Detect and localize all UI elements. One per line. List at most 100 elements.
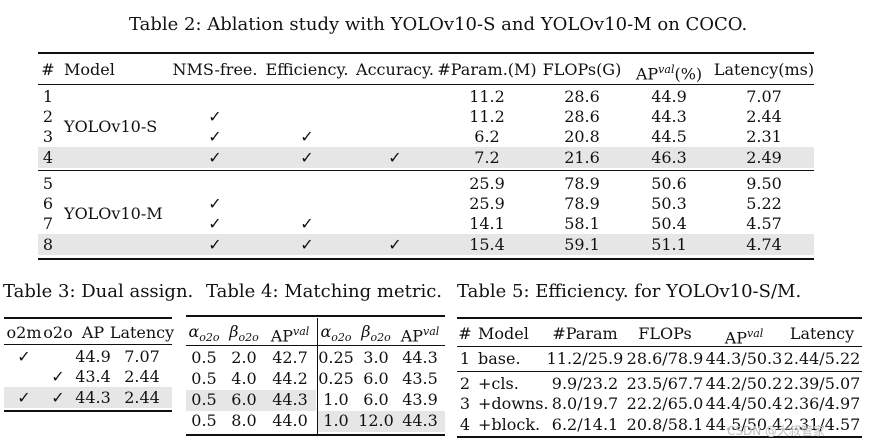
t4-h-alpha-r: αo2o: [320, 322, 352, 345]
t2-cell-lat: 2.44: [746, 107, 782, 126]
t5-cell-num: 4: [459, 415, 471, 434]
t5-cell-num: 2: [459, 374, 471, 393]
t5-cell-ap: 44.3/50.3: [705, 349, 783, 368]
table3-highlight-row: [4, 387, 172, 408]
t2-cell-eff: ✓: [300, 214, 314, 233]
t5-h-param: #Param: [552, 324, 618, 343]
table2-caption: Table 2: Ablation study with YOLOv10-S a…: [129, 14, 748, 35]
t2-cell-param: 14.1: [469, 214, 505, 233]
t2-cell-eff: ✓: [300, 127, 314, 146]
table3-header-rule: [4, 344, 172, 345]
t4-cell: 6.0: [231, 390, 257, 409]
t2-cell-lat: 2.31: [746, 127, 782, 146]
t3-cell: ✓: [51, 367, 65, 386]
t5-cell-param: 9.9/23.2: [551, 374, 619, 393]
table2-header-rule: [38, 84, 814, 85]
t2-cell-nms: ✓: [208, 127, 222, 146]
t2-cell-id: 7: [42, 214, 54, 233]
t2-h-ap: APval(%): [636, 60, 702, 84]
t5-cell-flops: 22.2/65.0: [626, 394, 704, 413]
table5-header-rule: [457, 346, 862, 347]
t2-h-ap-label: AP: [635, 64, 659, 84]
t4-h-beta-l: βo2o: [229, 322, 259, 345]
t3-cell: 44.9: [75, 347, 111, 366]
t2-cell-id: 4: [42, 148, 54, 167]
t4-cell: 0.5: [191, 348, 217, 367]
t2-cell-param: 6.2: [474, 127, 500, 146]
t4-cell: 42.7: [272, 348, 308, 367]
t4-cell: 44.3: [402, 411, 438, 430]
t5-h-flops: FLOPs: [638, 324, 692, 343]
t2-cell-lat: 5.22: [746, 194, 782, 213]
t4-cell: 44.0: [272, 411, 308, 430]
t2-cell-ap: 50.3: [651, 194, 687, 213]
t5-cell-model: +downs.: [478, 394, 549, 413]
t2-h-nms: NMS-free.: [172, 60, 258, 79]
table4-divider: [317, 318, 318, 434]
t2-cell-id: 2: [42, 107, 54, 126]
t2-h-eff: Efficiency.: [265, 60, 349, 79]
t4-cell: 44.3: [402, 348, 438, 367]
table2-highlight-row8: [38, 234, 814, 255]
t2-cell-ap: 50.6: [651, 174, 687, 193]
t5-cell-lat: 2.36/4.97: [783, 394, 861, 413]
t2-cell-ap: 44.9: [651, 87, 687, 106]
t5-cell-flops: 23.5/67.7: [626, 374, 704, 393]
table2-bottom-rule: [38, 258, 814, 260]
t5-cell-model: +block.: [478, 415, 541, 434]
t2-cell-id: 6: [42, 194, 54, 213]
t4-cell: 1.0: [323, 390, 349, 409]
t2-cell-eff: ✓: [300, 235, 314, 254]
watermark: CSDN @大叔管家: [727, 424, 826, 438]
t4-h-beta-r: βo2o: [361, 322, 391, 345]
t2-cell-id: 8: [42, 235, 54, 254]
t3-cell: ✓: [17, 388, 31, 407]
t3-cell: 2.44: [124, 388, 160, 407]
t4-cell: 0.5: [191, 390, 217, 409]
t5-h-lat: Latency: [789, 324, 855, 343]
t3-cell: 2.44: [124, 367, 160, 386]
table4-caption: Table 4: Matching metric.: [206, 281, 443, 302]
t2-cell-nms: ✓: [208, 214, 222, 233]
t4-cell: 8.0: [231, 411, 257, 430]
t2-model-m: YOLOv10-M: [64, 204, 163, 223]
t2-cell-param: 7.2: [474, 148, 500, 167]
t2-cell-flops: 28.6: [564, 87, 600, 106]
table5-bottom-rule: [457, 436, 862, 438]
t3-cell: ✓: [17, 347, 31, 366]
t3-h-o2m: o2m: [6, 323, 42, 342]
t4-cell: 1.0: [323, 411, 349, 430]
t2-cell-flops: 20.8: [564, 127, 600, 146]
t2-model-s: YOLOv10-S: [64, 117, 158, 136]
t5-h-model: Model: [478, 324, 529, 343]
t2-h-model: Model: [64, 60, 115, 79]
t4-cell: 2.0: [231, 348, 257, 367]
table4-top-rule: [186, 315, 445, 317]
t5-cell-flops: 28.6/78.9: [626, 349, 704, 368]
t2-cell-lat: 2.49: [746, 148, 782, 167]
t5-cell-num: 3: [459, 394, 471, 413]
t4-cell: 3.0: [363, 348, 389, 367]
t2-cell-id: 3: [42, 127, 54, 146]
t2-cell-lat: 9.50: [746, 174, 782, 193]
t5-cell-model: base.: [478, 349, 521, 368]
t5-cell-lat: 2.31/4.57: [783, 415, 861, 434]
t4-cell: 6.0: [363, 369, 389, 388]
t2-cell-lat: 7.07: [746, 87, 782, 106]
t4-cell: 44.2: [272, 369, 308, 388]
t4-cell: 0.5: [191, 369, 217, 388]
table2-highlight-row4: [38, 147, 814, 168]
t4-cell: 12.0: [358, 411, 394, 430]
t2-cell-flops: 21.6: [564, 148, 600, 167]
t4-h-ap-r: APval: [400, 325, 440, 346]
table3-bottom-rule: [4, 410, 172, 412]
t4-cell: 0.25: [318, 348, 354, 367]
t3-h-lat: Latency: [109, 323, 175, 342]
t4-cell: 0.5: [191, 411, 217, 430]
t2-cell-id: 5: [42, 174, 54, 193]
t5-cell-model: +cls.: [478, 374, 519, 393]
t5-h-num: #: [458, 324, 472, 343]
t2-cell-ap: 50.4: [651, 214, 687, 233]
t2-cell-nms: ✓: [208, 107, 222, 126]
t2-cell-flops: 58.1: [564, 214, 600, 233]
